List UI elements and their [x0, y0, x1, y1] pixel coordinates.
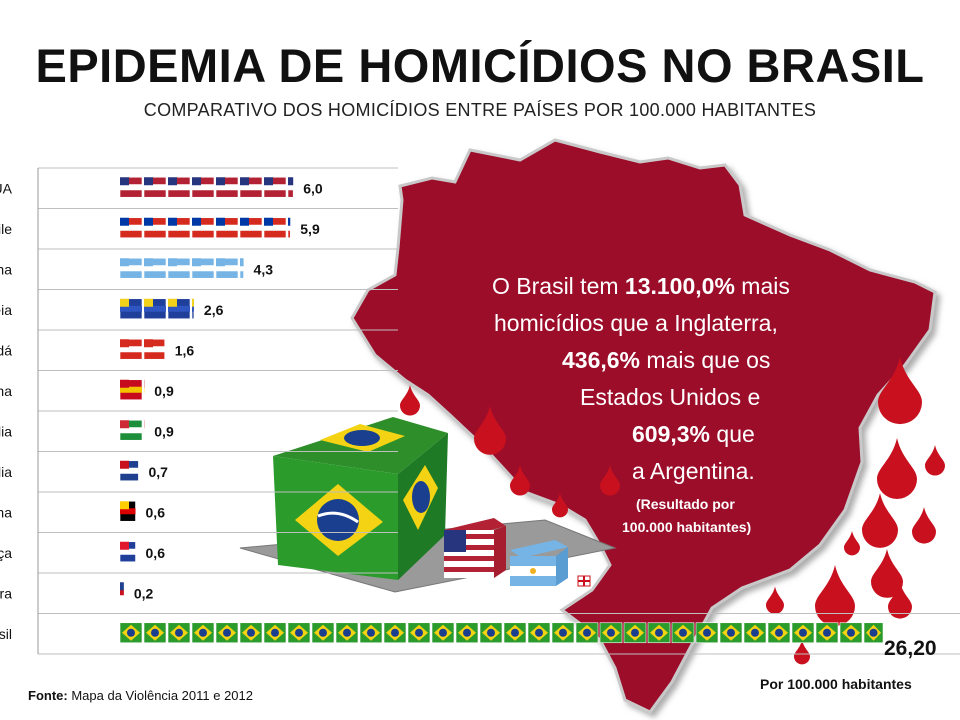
blood-drop	[474, 406, 506, 455]
blood-drop	[815, 565, 855, 626]
category-label: União Européia	[0, 302, 12, 318]
usa-cube-icon	[444, 518, 506, 578]
value-label: 0,2	[134, 585, 154, 601]
category-label: Alemanha	[0, 504, 12, 520]
category-label: Brasil	[0, 626, 12, 642]
blood-drop	[912, 507, 936, 544]
category-label: Argentina	[0, 261, 12, 277]
blood-drop	[600, 465, 620, 496]
source-note: Fonte: Mapa da Violência 2011 e 2012	[28, 688, 253, 703]
value-label: 0,6	[146, 504, 166, 520]
bar	[119, 298, 195, 320]
bar	[119, 581, 125, 603]
value-label: 0,7	[148, 464, 168, 480]
category-label: Canadá	[0, 342, 12, 358]
value-label: 5,9	[300, 221, 320, 237]
page-subtitle: COMPARATIVO DOS HOMICÍDIOS ENTRE PAÍSES …	[143, 100, 817, 120]
brazil-map-shape	[350, 138, 937, 714]
argentina-cube-icon	[510, 540, 568, 586]
blood-drop	[925, 445, 945, 476]
value-label: 6,0	[303, 180, 323, 196]
blood-drop	[400, 385, 420, 416]
category-label: Itália	[0, 423, 12, 439]
bar	[119, 257, 244, 279]
blood-drop	[552, 493, 568, 518]
brasil-value-label: 26,20	[884, 637, 937, 660]
category-label: Austrália	[0, 464, 12, 480]
blood-drop	[888, 582, 912, 619]
unit-note: Por 100.000 habitantes	[760, 676, 912, 692]
value-label: 1,6	[175, 342, 195, 358]
bar	[119, 176, 294, 198]
category-label: Espanha	[0, 383, 12, 399]
blood-drop	[794, 640, 810, 665]
page-title: EPIDEMIA DE HOMICÍDIOS NO BRASIL	[35, 39, 925, 92]
bar	[119, 419, 145, 441]
blood-drop	[862, 493, 898, 548]
bar	[119, 338, 166, 360]
callout-line-4: Estados Unidos e	[580, 384, 761, 410]
bar	[119, 500, 136, 522]
callout-line-2: homicídios que a Inglaterra,	[494, 310, 778, 336]
blood-drop	[878, 357, 922, 425]
bar	[119, 460, 139, 482]
bar	[119, 541, 136, 563]
callout-note-1: (Resultado por	[636, 496, 735, 512]
category-label: Chile	[0, 221, 12, 237]
callout-line-1: O Brasil tem 13.100,0% mais	[492, 273, 790, 299]
blood-drop	[877, 438, 917, 499]
category-label: Inglaterra	[0, 585, 12, 601]
brasil-cube-icon	[273, 417, 448, 580]
blood-drops	[400, 357, 945, 665]
category-label: EUA	[0, 180, 13, 196]
callout-line-3: 436,6% mais que os	[562, 347, 771, 373]
callout-line-5: 609,3% que	[632, 421, 755, 447]
value-label: 4,3	[254, 261, 274, 277]
bar	[119, 217, 291, 239]
england-cube-icon	[577, 575, 591, 587]
blood-drop	[844, 531, 860, 556]
blood-drop	[871, 549, 903, 598]
value-label: 2,6	[204, 302, 224, 318]
bar	[119, 622, 884, 644]
value-label: 0,9	[154, 423, 174, 439]
category-label: França	[0, 545, 12, 561]
callout-line-6: a Argentina.	[632, 458, 755, 484]
blood-drop	[766, 586, 784, 614]
value-label: 0,6	[146, 545, 166, 561]
bar	[119, 379, 145, 401]
chart-grid	[38, 167, 960, 655]
value-label: 0,9	[154, 383, 174, 399]
callout-note-2: 100.000 habitantes)	[622, 519, 752, 535]
blood-drop	[510, 465, 530, 496]
